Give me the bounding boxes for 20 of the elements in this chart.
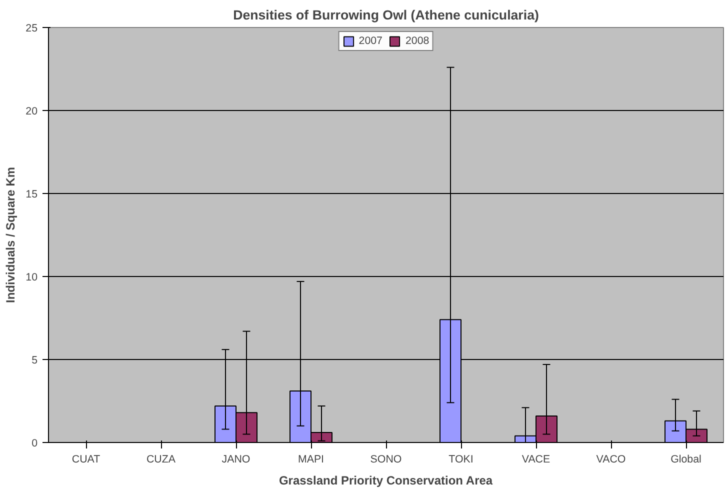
y-tick-label: 5 [32,354,38,366]
chart-title: Densities of Burrowing Owl (Athene cunicularia) [233,8,539,22]
y-axis-title: Individuals / Square Km [4,166,18,304]
y-tick-label: 25 [26,22,38,34]
x-tick-label: JANO [222,454,250,466]
y-tick-label: 20 [26,106,38,118]
x-tick-label: TOKI [448,454,474,466]
y-tick-label: 15 [26,188,38,200]
x-tick-label: CUZA [146,454,176,466]
y-tick-label: 0 [32,438,38,450]
x-tick-label: CUAT [72,454,101,466]
legend-label: 2007 [358,35,382,47]
x-tick-label: Global [670,454,702,466]
x-tick-label: SONO [370,454,402,466]
x-tick-label: MAPI [298,454,324,466]
legend-label: 2008 [406,35,430,47]
x-tick-label: VACO [596,454,626,466]
x-axis-title: Grassland Priority Conservation Area [278,474,493,488]
y-tick-label: 10 [26,272,38,284]
x-tick-label: VACE [522,454,550,466]
